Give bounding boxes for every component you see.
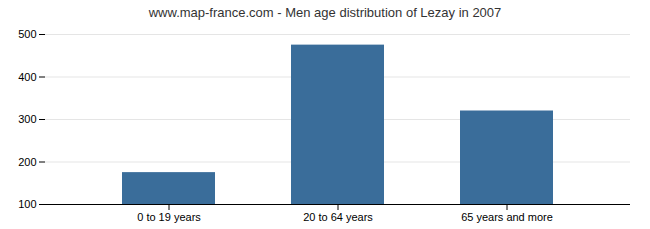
svg-text:100: 100 <box>18 198 36 210</box>
svg-text:300: 300 <box>18 113 36 125</box>
svg-text:20 to 64 years: 20 to 64 years <box>303 211 373 223</box>
html-text:www.map-france.com - Men age d: www.map-france.com - Men age distributio… <box>148 5 502 20</box>
svg-text:200: 200 <box>18 156 36 168</box>
svg-text:400: 400 <box>18 71 36 83</box>
svg-text:65 years and more: 65 years and more <box>461 211 553 223</box>
svg-text:500: 500 <box>18 28 36 40</box>
svg-text:0 to 19 years: 0 to 19 years <box>137 211 201 223</box>
